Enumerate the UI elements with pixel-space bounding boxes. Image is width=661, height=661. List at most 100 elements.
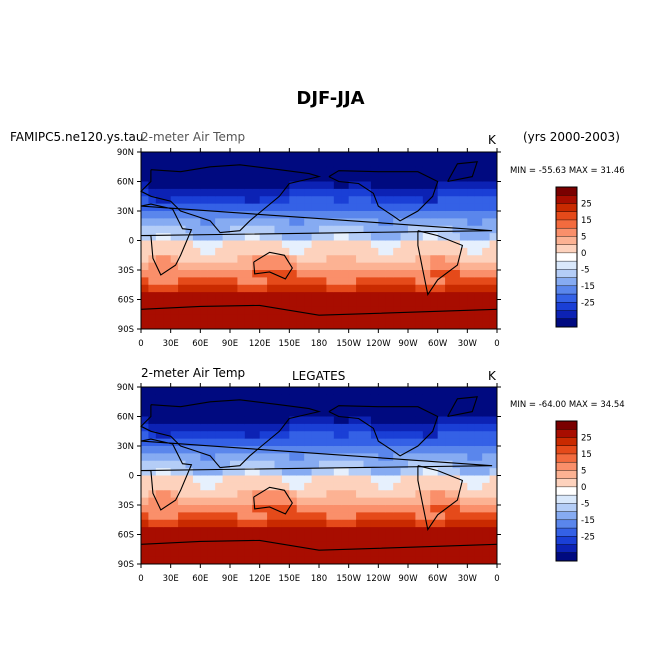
map-cell (437, 255, 446, 264)
map-cell (141, 299, 149, 308)
map-cell (319, 247, 327, 256)
map-cell (482, 196, 490, 205)
map-cell (452, 284, 461, 293)
map-cell (370, 166, 379, 175)
map-cell (274, 534, 283, 543)
map-cell (296, 292, 305, 300)
map-cell (141, 431, 149, 440)
map-cell (296, 482, 305, 491)
map-cell (141, 314, 149, 323)
map-cell (281, 453, 290, 462)
map-cell (155, 409, 164, 417)
map-cell (482, 225, 490, 234)
map-cell (170, 475, 179, 484)
map-cell (244, 401, 253, 410)
map-cell (408, 401, 416, 410)
map-cell (326, 401, 335, 410)
map-cell (178, 174, 186, 182)
map-cell (452, 314, 461, 323)
x-tick-label: 0 (138, 574, 143, 584)
map-cell (178, 534, 186, 543)
map-cell (207, 233, 216, 241)
map-cell (437, 460, 446, 469)
map-cell (178, 549, 186, 558)
map-cell (215, 166, 223, 175)
map-cell (185, 284, 194, 293)
map-cell (304, 446, 312, 454)
map-cell (178, 431, 186, 440)
map-cell (311, 401, 320, 410)
map-cell (385, 387, 394, 395)
map-cell (244, 321, 253, 330)
map-cell (230, 211, 238, 219)
map-cell (467, 306, 476, 315)
map-cell (267, 314, 275, 323)
map-cell (207, 321, 216, 330)
map-cell (207, 519, 216, 528)
map-cell (430, 519, 439, 528)
colorbar-swatch (555, 219, 578, 229)
map-cell (259, 416, 268, 425)
map-cell (356, 270, 364, 278)
map-cell (244, 497, 253, 506)
map-cell (319, 211, 327, 219)
map-cell (222, 497, 231, 506)
map-cell (378, 505, 387, 513)
coastline (140, 539, 498, 551)
map-cell (452, 490, 461, 499)
map-cell (289, 181, 298, 190)
map-cell (178, 225, 186, 234)
map-cell (207, 512, 216, 521)
map-cell (482, 438, 490, 447)
map-cell (237, 152, 246, 160)
panel1-units: K (488, 133, 496, 147)
map-cell (200, 453, 209, 462)
map-cell (467, 519, 476, 528)
map-cell (259, 468, 268, 476)
map-cell (385, 218, 394, 227)
map-cell (178, 284, 186, 293)
map-cell (274, 446, 283, 454)
map-cell (230, 431, 238, 440)
map-cell (222, 188, 231, 197)
map-cell (326, 255, 335, 264)
y-tick-label: 30N (117, 207, 134, 217)
x-tick-label: 0 (494, 574, 499, 584)
map-cell (437, 240, 446, 249)
map-cell (222, 159, 231, 168)
map-cell (148, 497, 157, 506)
map-cell (370, 152, 379, 160)
map-cell (200, 203, 209, 212)
map-cell (356, 431, 364, 440)
map-cell (489, 211, 498, 219)
map-cell (452, 512, 461, 521)
map-cell (311, 233, 320, 241)
map-cell (281, 409, 290, 417)
map-cell (296, 468, 305, 476)
map-cell (252, 416, 261, 425)
map-cell (445, 438, 453, 447)
map-cell (222, 247, 231, 256)
map-cell (400, 159, 409, 168)
map-cell (385, 482, 394, 491)
map-cell (400, 203, 409, 212)
map-cell (304, 225, 312, 234)
map-cell (163, 159, 172, 168)
map-cell (148, 314, 157, 323)
map-cell (148, 438, 157, 447)
map-cell (319, 460, 327, 469)
map-cell (400, 240, 409, 249)
map-cell (319, 284, 327, 293)
map-cell (296, 159, 305, 168)
map-cell (259, 255, 268, 264)
map-cell (326, 270, 335, 278)
map-cell (400, 247, 409, 256)
map-cell (319, 519, 327, 528)
map-cell (296, 255, 305, 264)
map-cell (445, 240, 453, 249)
map-cell (452, 247, 461, 256)
map-cell (237, 497, 246, 506)
map-cell (267, 188, 275, 197)
map-cell (348, 505, 357, 513)
map-cell (141, 306, 149, 315)
